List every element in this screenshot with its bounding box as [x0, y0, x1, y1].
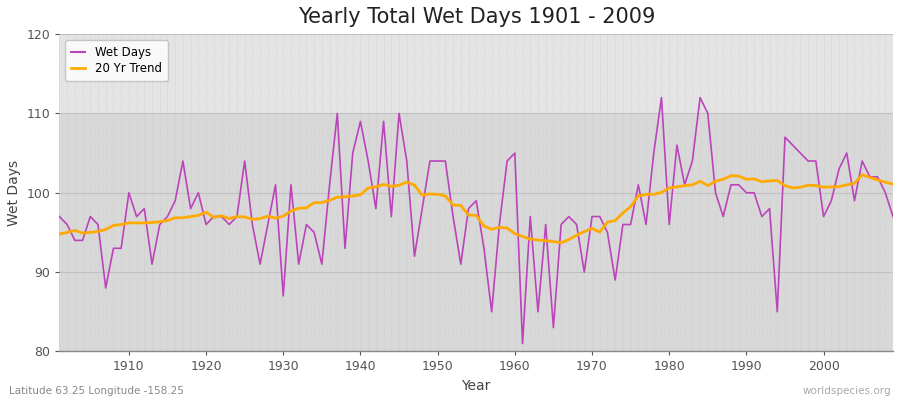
- Wet Days: [116, 246, 127, 251]
- Bar: [59, 114, 893, 352]
- Text: worldspecies.org: worldspecies.org: [803, 386, 891, 396]
- X-axis label: Year: Year: [462, 379, 490, 393]
- Text: Latitude 63.25 Longitude -158.25: Latitude 63.25 Longitude -158.25: [9, 386, 184, 396]
- Y-axis label: Wet Days: Wet Days: [7, 160, 21, 226]
- Wet Days: [610, 278, 621, 282]
- 20 Yr Trend: [501, 226, 512, 230]
- 20 Yr Trend: [332, 195, 343, 200]
- Title: Yearly Total Wet Days 1901 - 2009: Yearly Total Wet Days 1901 - 2009: [298, 7, 655, 27]
- 20 Yr Trend: [509, 231, 520, 236]
- Wet Days: [501, 159, 512, 164]
- Legend: Wet Days, 20 Yr Trend: Wet Days, 20 Yr Trend: [66, 40, 167, 81]
- Wet Days: [887, 214, 898, 219]
- 20 Yr Trend: [610, 218, 621, 223]
- Wet Days: [518, 341, 528, 346]
- 20 Yr Trend: [857, 172, 868, 177]
- 20 Yr Trend: [116, 222, 127, 227]
- Wet Days: [656, 95, 667, 100]
- 20 Yr Trend: [285, 209, 296, 214]
- Line: Wet Days: Wet Days: [59, 98, 893, 344]
- Bar: [59, 34, 893, 114]
- 20 Yr Trend: [54, 232, 65, 236]
- Wet Days: [54, 214, 65, 219]
- 20 Yr Trend: [555, 240, 566, 245]
- Wet Days: [332, 111, 343, 116]
- 20 Yr Trend: [887, 182, 898, 186]
- Wet Days: [509, 151, 520, 156]
- Line: 20 Yr Trend: 20 Yr Trend: [59, 175, 893, 243]
- Wet Days: [285, 182, 296, 187]
